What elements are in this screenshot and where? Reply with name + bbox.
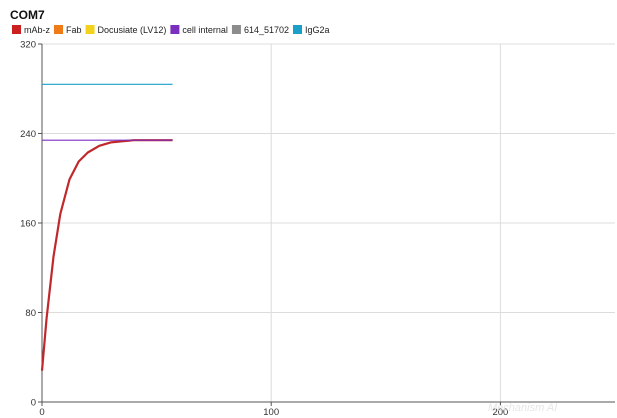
legend-swatch-4 [231, 25, 241, 34]
legend-label-0: mAb-z [24, 25, 51, 35]
y-tick-label-2: 160 [20, 219, 36, 230]
legend-label-1: Fab [66, 25, 82, 35]
legend-swatch-5 [293, 25, 302, 34]
watermark-text: Mechanism AI [488, 402, 557, 414]
legend-swatch-2 [85, 25, 95, 34]
legend-swatch-0 [12, 25, 21, 34]
series-lines [40, 83, 173, 371]
legend-swatch-1 [54, 25, 64, 34]
x-tick-label-0: 0 [39, 407, 44, 418]
x-tick-label-2: 200 [492, 407, 508, 418]
legend-label-3: cell internal [182, 25, 228, 35]
grid [41, 43, 615, 403]
legend-label-2: Docusiate (LV12) [98, 25, 167, 35]
x-tick-label-1: 100 [263, 407, 279, 418]
series-line-mab-z [40, 139, 173, 371]
y-tick-label-1: 80 [25, 308, 36, 319]
legend-swatch-3 [170, 25, 180, 34]
y-tick-label-4: 320 [20, 40, 36, 51]
y-tick-label-0: 0 [31, 398, 36, 409]
legend-label-5: IgG2a [305, 25, 330, 35]
legend-label-4: 614_51702 [244, 25, 289, 35]
chart-title: COM7 [10, 8, 45, 22]
axes: 0 80 160 240 320 0 100 200 [20, 40, 615, 418]
legend: mAb-z Fab Docusiate (LV12) cell internal 614… [12, 25, 330, 35]
y-tick-label-3: 240 [20, 129, 36, 140]
